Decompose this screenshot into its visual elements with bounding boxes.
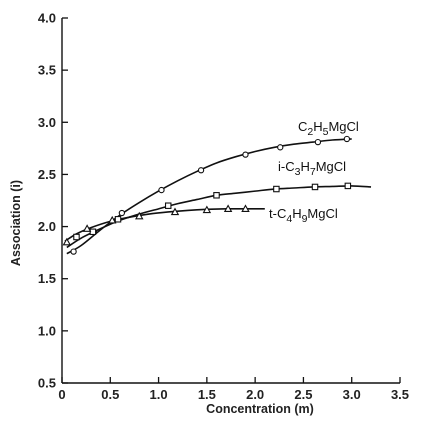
x-tick-label: 0.5	[101, 387, 119, 402]
x-tick-label: 0	[58, 387, 65, 402]
tertbutyl-label: t-C4H9MgCl	[269, 206, 338, 225]
tertbutyl-curve	[64, 208, 265, 242]
isopropyl-point	[344, 182, 352, 190]
y-tick-label: 3.5	[38, 63, 56, 78]
ethyl-point	[277, 144, 284, 151]
tertbutyl-point	[107, 215, 117, 224]
ethyl-point	[118, 209, 126, 217]
y-tick-label: 2.5	[38, 167, 56, 182]
y-tick-label: 1.5	[38, 271, 56, 286]
isopropyl-point	[273, 185, 280, 193]
label-subscript: 2	[307, 126, 313, 138]
ethyl-point	[242, 151, 249, 158]
ethyl-point	[343, 135, 351, 143]
label-text: t-C	[269, 206, 286, 221]
isopropyl-point	[213, 192, 220, 199]
tertbutyl-point	[82, 224, 92, 232]
x-tick-label: 3.0	[343, 387, 361, 402]
label-text: MgCl	[328, 119, 358, 134]
isopropyl-point	[114, 216, 122, 223]
ethyl-point	[158, 186, 165, 194]
tertbutyl-point	[62, 237, 72, 246]
label-subscript: 4	[286, 213, 292, 225]
y-tick-label: 4.0	[38, 11, 56, 26]
label-text: C	[298, 119, 307, 134]
y-tick-label: 0.5	[38, 376, 56, 391]
label-text: H	[300, 159, 309, 174]
x-tick-label: 3.5	[391, 387, 409, 402]
y-axis-label: Association (i)	[9, 180, 23, 266]
tertbutyl-point	[241, 204, 250, 213]
x-tick-label: 2.0	[246, 387, 264, 402]
label-text: H	[292, 206, 301, 221]
ethyl-point	[70, 248, 77, 255]
label-text: i-C	[278, 159, 295, 174]
label-subscript: 9	[302, 213, 308, 225]
ethyl-point	[197, 167, 205, 174]
y-tick-label: 1.0	[38, 323, 56, 338]
isopropyl-point	[73, 233, 80, 241]
y-tick-label: 3.0	[38, 115, 56, 130]
isopropyl-label: i-C3H7MgCl	[278, 159, 346, 178]
tertbutyl-point	[202, 205, 212, 214]
x-tick-label: 1.5	[198, 387, 216, 402]
label-subscript: 5	[323, 126, 329, 138]
label-text: MgCl	[316, 159, 346, 174]
ethyl-label: C2H5MgCl	[298, 119, 359, 138]
tertbutyl-point	[170, 207, 180, 216]
x-tick-label: 2.5	[294, 387, 312, 402]
tertbutyl-point	[135, 211, 144, 220]
label-subscript: 7	[310, 166, 316, 178]
axes: 0.51.01.52.02.53.03.54.00 0.5 1.0 1.5 2.0 2.5…	[38, 11, 409, 403]
data-markers	[62, 135, 352, 255]
x-tick-label: 1.0	[150, 387, 168, 402]
label-text: H	[313, 119, 322, 134]
isopropyl-point	[164, 202, 172, 209]
x-axis-label: Concentration (m)	[206, 402, 314, 416]
ethyl-point	[314, 138, 322, 146]
isopropyl-point	[311, 183, 319, 191]
label-text: MgCl	[307, 206, 337, 221]
y-tick-label: 2.0	[38, 219, 56, 234]
label-subscript: 3	[295, 166, 301, 178]
tertbutyl-point	[223, 204, 233, 213]
